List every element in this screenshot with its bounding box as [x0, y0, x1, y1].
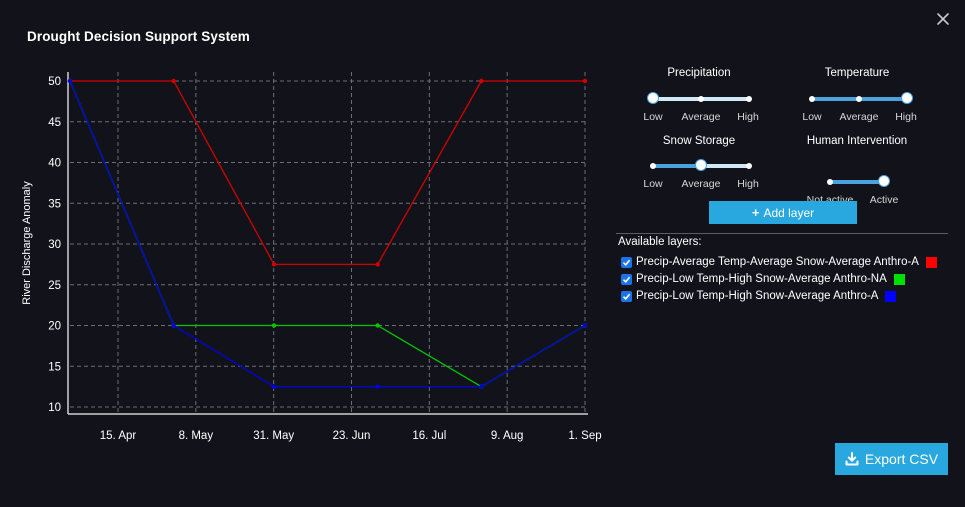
x-tick-label: 15. Apr: [100, 430, 137, 442]
slider-stop: [698, 96, 704, 102]
snow-storage-title: Snow Storage: [662, 135, 736, 147]
y-tick-label: 35: [48, 198, 61, 210]
y-tick-label: 20: [48, 321, 61, 333]
chart-grid: [70, 72, 586, 414]
slider-stop: [809, 96, 815, 102]
export-csv-button[interactable]: Export CSV: [835, 443, 948, 475]
y-tick-label: 15: [48, 361, 61, 373]
y-axis-label: River Discharge Anomaly: [21, 181, 33, 305]
y-tick-label: 40: [48, 158, 61, 170]
data-point: [375, 262, 380, 267]
human-intervention-active-label: Active: [869, 194, 899, 206]
layer-color-swatch: [925, 256, 937, 268]
slider-thumb[interactable]: [695, 159, 707, 171]
y-tick-label: 30: [48, 239, 61, 251]
slider-stop: [650, 163, 656, 169]
x-tick-label: 8. May: [179, 430, 214, 442]
data-point: [582, 78, 588, 84]
slider-fill: [653, 164, 701, 168]
data-point: [375, 323, 380, 328]
snow-storage-low-label: Low: [643, 178, 663, 190]
data-point: [271, 323, 277, 328]
plus-icon: +: [751, 205, 760, 220]
export-csv-label: Export CSV: [864, 451, 939, 467]
x-tick-label: 1. Sep: [568, 430, 601, 442]
temperature-title: Temperature: [824, 67, 890, 79]
add-layer-button[interactable]: + Add layer: [709, 201, 857, 224]
divider: [616, 233, 948, 234]
chart-series: [67, 78, 588, 389]
slider-stop: [746, 96, 752, 102]
slider-stop: [746, 163, 752, 169]
y-tick-label: 10: [48, 402, 61, 414]
series-line-0: [70, 80, 585, 266]
check-icon: [622, 259, 631, 266]
available-layers-title: Available layers:: [618, 236, 702, 248]
data-point: [171, 323, 176, 328]
data-point: [375, 384, 380, 389]
data-point: [271, 384, 277, 389]
app-title: Drought Decision Support System: [27, 29, 250, 44]
temperature-high-label: High: [895, 111, 917, 123]
temperature-average-label: Average: [839, 111, 879, 123]
data-point: [271, 262, 277, 267]
layer-checkbox[interactable]: [621, 290, 632, 302]
y-tick-label: 50: [48, 76, 61, 88]
temperature-slider[interactable]: [809, 89, 913, 109]
slider-fill: [830, 180, 884, 184]
layer-label: Precip-Low Temp-High Snow-Average Anthro…: [636, 273, 887, 285]
x-tick-label: 16. Jul: [412, 430, 446, 442]
snow-storage-high-label: High: [737, 178, 759, 190]
layer-label: Precip-Low Temp-High Snow-Average Anthro…: [636, 290, 879, 302]
series-line-1: [69, 80, 586, 388]
data-point: [67, 78, 73, 84]
x-tick-label: 31. May: [253, 430, 294, 442]
human-intervention-slider[interactable]: [827, 172, 890, 192]
snow-storage-average-label: Average: [681, 178, 721, 190]
layer-color-swatch: [885, 290, 897, 302]
layer-color-swatch: [893, 273, 905, 285]
precipitation-low-label: Low: [643, 111, 663, 123]
discharge-chart: 10 15 20 25 30 35 40 45 50 15. Apr 8. May 31. May 23…: [21, 72, 602, 442]
add-layer-label: Add layer: [763, 205, 815, 220]
x-tick-label: 23. Jun: [333, 430, 371, 442]
data-point: [479, 384, 484, 389]
layer-item: Precip-Average Temp-Average Snow-Average…: [621, 254, 937, 270]
y-tick-label: 45: [48, 117, 61, 129]
precipitation-high-label: High: [737, 111, 759, 123]
precipitation-slider[interactable]: [647, 89, 752, 109]
layer-label: Precip-Average Temp-Average Snow-Average…: [636, 256, 919, 268]
check-icon: [622, 276, 631, 283]
check-icon: [622, 293, 631, 300]
series-line-2: [69, 80, 586, 388]
precipitation-title: Precipitation: [667, 67, 731, 79]
precipitation-average-label: Average: [681, 111, 721, 123]
slider-thumb[interactable]: [647, 92, 659, 104]
human-intervention-title: Human Intervention: [806, 135, 908, 147]
layer-item: Precip-Low Temp-High Snow-Average Anthro…: [621, 271, 905, 287]
download-icon: [845, 452, 859, 466]
chart-axes: 10 15 20 25 30 35 40 45 50 15. Apr 8. May 31. May 23…: [48, 72, 602, 442]
layer-checkbox[interactable]: [621, 256, 632, 268]
slider-stop: [856, 96, 862, 102]
data-point: [171, 78, 176, 84]
temperature-low-label: Low: [802, 111, 822, 123]
y-tick-label: 25: [48, 280, 61, 292]
slider-thumb[interactable]: [878, 175, 890, 187]
slider-stop: [827, 179, 833, 185]
snow-storage-slider[interactable]: [650, 156, 752, 176]
slider-thumb[interactable]: [901, 92, 913, 104]
layer-checkbox[interactable]: [621, 273, 632, 285]
close-icon[interactable]: [933, 9, 953, 29]
layer-item: Precip-Low Temp-High Snow-Average Anthro…: [621, 288, 897, 304]
data-point: [479, 78, 484, 84]
data-point: [582, 323, 588, 328]
x-tick-label: 9. Aug: [491, 430, 524, 442]
